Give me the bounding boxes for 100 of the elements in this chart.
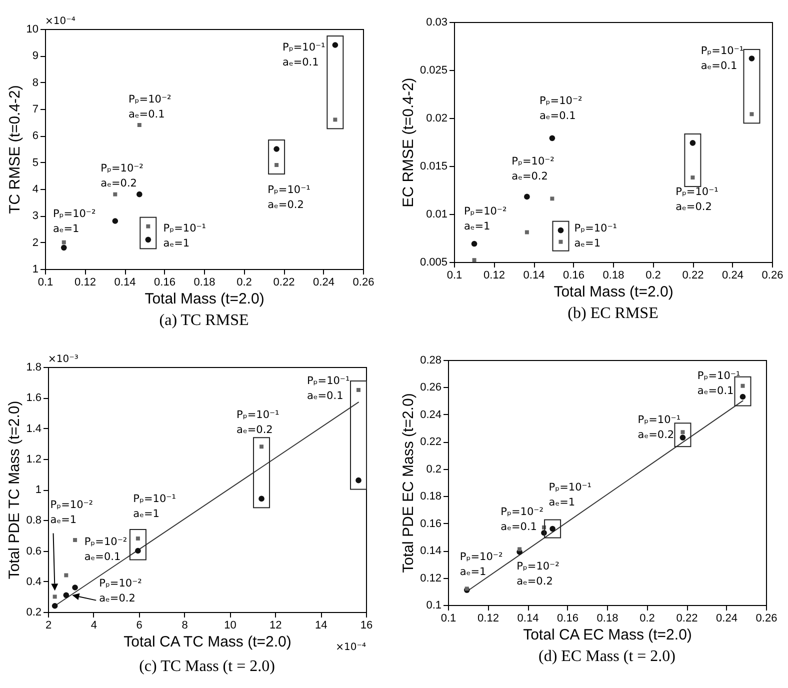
annotation: Pₚ=10⁻¹ aₑ=0.2 [236, 408, 280, 436]
x-tick-label: 0.18 [194, 276, 216, 288]
y-tick-label: 0.12 [420, 572, 442, 584]
text: (b) EC RMSE [568, 305, 658, 322]
annotation: Pₚ=10⁻¹ aₑ=0.2 [638, 414, 681, 442]
point [112, 218, 118, 224]
y-axis-title: Total PDE TC Mass (t=2.0) [6, 400, 24, 580]
text: ×10⁻⁴ [45, 16, 76, 27]
x-tick-label: 0.26 [756, 612, 778, 624]
x-tick-label: 0.22 [676, 612, 698, 624]
annotation: Pₚ=10⁻¹ aₑ=0.1 [282, 41, 326, 68]
x-tick-label: 12 [270, 620, 282, 632]
point [136, 536, 140, 540]
annotation: Pₚ=10⁻¹ aₑ=1 [548, 482, 592, 508]
point [60, 244, 67, 251]
y-tick-label: 0.1 [426, 600, 442, 612]
point [518, 547, 522, 552]
y-tick-label: 6 [32, 130, 38, 142]
x-tick-label: 0.2 [236, 276, 252, 288]
point [549, 135, 556, 142]
y-tick-label: 7 [32, 104, 38, 116]
x-tick-label: 0.16 [557, 612, 578, 624]
x-tick-label: 0.22 [273, 276, 295, 288]
x-tick-label: 14 [314, 620, 328, 632]
point [332, 42, 338, 48]
y-tick-label: 0.18 [420, 490, 442, 503]
text: ×10⁻⁴ [336, 642, 366, 653]
point [690, 140, 696, 146]
point [690, 176, 695, 180]
annotation: Pₚ=10⁻² aₑ=0.2 [100, 162, 144, 190]
point [260, 444, 264, 449]
y-tick-label: 1.4 [26, 422, 42, 435]
y-tick-label: 1 [32, 264, 38, 276]
x-tick-label: 0.24 [313, 276, 334, 288]
annotation: Pₚ=10⁻² aₑ=0.2 [99, 577, 142, 604]
point [333, 118, 338, 122]
y-tick-label: 0.22 [420, 436, 442, 448]
annotation: Pₚ=10⁻² aₑ=1 [52, 208, 96, 235]
annotation: Pₚ=10⁻¹ aₑ=0.1 [697, 370, 740, 397]
x-tick-label: 0.14 [114, 276, 136, 288]
point [740, 384, 745, 388]
point [472, 258, 476, 262]
point [146, 224, 150, 228]
y-tick-label: 1.6 [26, 392, 42, 404]
y-tick-label: 0.14 [420, 545, 442, 558]
x-tick-label: 16 [360, 620, 373, 632]
x-tick-label: 6 [136, 620, 142, 632]
y-tick-label: 3 [32, 210, 38, 222]
x-tick-label: 0.16 [154, 276, 176, 288]
x-axis-title: Total Mass (t=2.0) [144, 290, 264, 308]
annotation: Pₚ=10⁻² aₑ=0.1 [128, 93, 172, 120]
point [63, 592, 70, 598]
annotation: Pₚ=10⁻² aₑ=0.1 [84, 536, 128, 563]
x-tick-label: 0.24 [722, 270, 744, 282]
annotation: Pₚ=10⁻¹ aₑ=1 [574, 222, 617, 250]
text: (d) EC Mass (t = 2.0) [538, 648, 676, 665]
x-tick-label: 0.18 [596, 612, 618, 624]
y-tick-label: 0.005 [420, 256, 448, 268]
annotation: Pₚ=10⁻¹ aₑ=1 [133, 493, 176, 520]
y-tick-label: 1.8 [26, 362, 42, 374]
x-tick-label: 0.14 [523, 270, 545, 282]
point [274, 163, 279, 167]
x-axis-title: Total CA TC Mass (t=2.0) [124, 634, 292, 650]
point [740, 394, 746, 400]
annotation: Pₚ=10⁻² aₑ=0.1 [500, 506, 544, 533]
annotation: Pₚ=10⁻² aₑ=1 [50, 499, 94, 526]
x-tick-label: 0.18 [602, 270, 624, 282]
y-tick-label: 0.015 [420, 160, 448, 172]
x-tick-label: 0.12 [74, 276, 96, 288]
point [750, 112, 754, 116]
x-tick-label: 4 [90, 620, 97, 632]
point [72, 584, 78, 590]
point [145, 236, 152, 243]
y-tick-label: 1.2 [26, 453, 42, 466]
point [52, 602, 58, 609]
x-tick-label: 0.22 [682, 270, 704, 282]
point [73, 538, 78, 542]
point [113, 192, 118, 196]
point [52, 594, 57, 599]
point [471, 240, 478, 247]
x-tick-label: 0.24 [716, 612, 738, 624]
annotation: Pₚ=10⁻² aₑ=0.2 [516, 560, 560, 588]
x-tick-label: 0.14 [517, 612, 539, 624]
y-tick-label: 8 [32, 76, 38, 89]
point [356, 388, 361, 392]
point [136, 191, 142, 198]
x-tick-label: 0.16 [563, 270, 584, 282]
annotation: Pₚ=10⁻² aₑ=0.1 [539, 94, 582, 122]
y-tick-label: 9 [32, 50, 38, 62]
point [274, 146, 280, 152]
point [680, 430, 685, 434]
y-tick-label: 0.6 [26, 545, 42, 558]
y-axis-title: Total PDE EC Mass (t=2.0) [400, 393, 418, 573]
annotation: Pₚ=10⁻² aₑ=0.2 [512, 155, 554, 182]
point [64, 573, 68, 578]
y-tick-label: 4 [32, 184, 38, 196]
y-tick-label: 0.8 [26, 514, 42, 527]
x-tick-label: 0.1 [446, 270, 462, 282]
x-tick-label: 10 [224, 620, 236, 632]
y-tick-label: 0.02 [426, 112, 448, 124]
